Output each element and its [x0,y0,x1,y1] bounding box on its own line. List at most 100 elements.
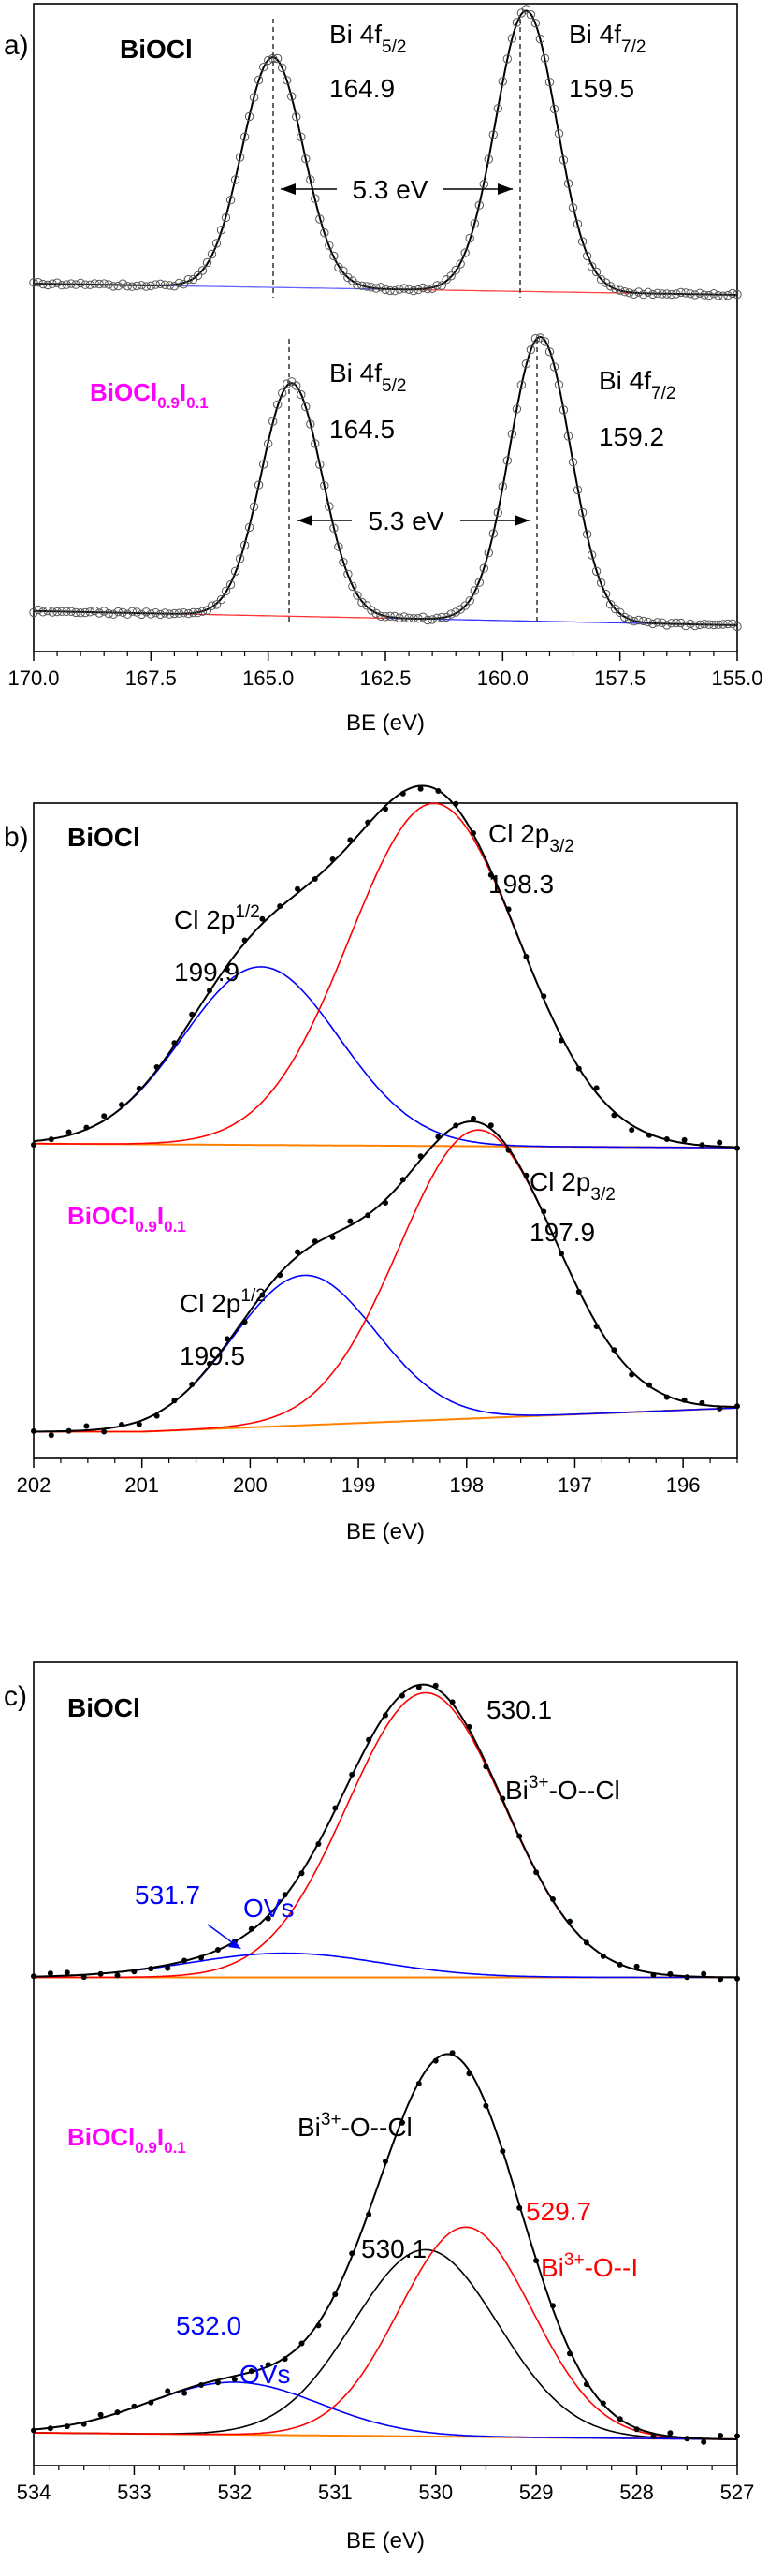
data-point [493,507,502,518]
data-point [52,278,62,287]
data-point [575,1289,582,1295]
panel-c-top-curves [31,1682,740,1983]
data-point [306,175,315,184]
envelope-curve [34,9,737,296]
data-point [151,280,161,289]
data-point [395,285,404,294]
data-point [381,285,390,295]
data-point [605,600,616,609]
data-point [648,289,658,300]
data-point [617,2416,623,2422]
data-point [197,266,208,275]
data-point [500,1795,506,1802]
data-point [690,621,700,631]
data-point [600,2400,606,2407]
data-point [658,289,667,299]
data-point [487,871,494,878]
panel-b-sample-bottom: BiOCl0.9I0.1 [67,1202,186,1236]
data-point [332,1805,339,1811]
data-point [62,280,71,289]
data-point [704,620,714,629]
data-point [348,581,357,592]
data-point [717,1139,723,1146]
data-point [325,502,334,511]
data-point [137,609,147,620]
data-point [137,281,147,290]
data-point [254,480,264,490]
x-tick-label: 197 [558,1473,592,1497]
data-point [650,1971,657,1978]
data-point [268,417,278,426]
data-point [381,612,390,622]
data-point [202,606,212,615]
data-point [315,2322,322,2329]
data-point [516,1833,523,1839]
data-point [544,78,555,87]
data-point [409,286,418,296]
data-point [395,613,404,622]
data-point [591,267,602,277]
data-point [362,282,371,291]
component-label-bi-o-cl-top: Bi3+-O--Cl [505,1773,620,1805]
data-point [432,1682,439,1689]
data-point [620,612,630,622]
panel-b: b) 202 201 200 199 198 197 196 BE (eV) BiOCl C… [4,784,740,1544]
data-point [385,611,395,621]
data-point [315,1841,322,1847]
component-value-530-1-bottom: 530.1 [361,2234,427,2263]
data-point [554,129,564,139]
panel-b-sample-top: BiOCl [67,823,140,852]
data-point [460,248,470,257]
data-point [699,1142,705,1149]
data-point [127,282,138,291]
data-point [282,2356,288,2363]
data-point [48,1432,54,1439]
data-point [709,289,718,299]
data-point [446,609,456,619]
data-point [734,1975,740,1982]
data-point [734,1403,740,1410]
data-point [533,2258,540,2264]
data-point [320,481,329,490]
data-point [587,262,597,271]
data-point [118,607,128,617]
data-point [530,334,541,344]
data-point [554,380,564,389]
data-point [248,2368,254,2375]
data-point [188,607,198,618]
data-point [371,284,381,293]
data-point [601,278,611,287]
data-point [650,2433,657,2439]
peak-label-bi4f72-top: Bi 4f7/2 [569,20,646,57]
data-point [169,282,180,291]
data-point [399,2119,405,2126]
data-point [325,241,334,250]
data-point [616,285,625,295]
ovs-arrow-top [207,1924,241,1949]
panel-b-xlabel: BE (eV) [346,1519,425,1544]
data-point [71,280,80,289]
data-point [577,507,588,518]
x-tick-label: 532 [217,2481,252,2504]
data-point [104,280,113,289]
data-point [484,154,493,164]
data-point [423,284,432,294]
component-curve [34,1691,737,1979]
panel-b-bottom-curves [31,1115,740,1439]
data-point [684,2436,690,2442]
data-point [38,279,48,289]
data-point [189,1011,196,1017]
data-point [347,1218,354,1224]
data-point [136,1421,142,1427]
data-point [686,289,695,299]
data-point [118,279,128,288]
data-point [371,608,381,618]
data-point [265,2362,271,2368]
data-point [488,130,498,139]
data-point [630,289,639,299]
data-point [174,278,184,288]
data-point [483,2102,489,2109]
data-point [367,283,376,292]
data-point [225,579,236,590]
data-point [248,1925,254,1932]
